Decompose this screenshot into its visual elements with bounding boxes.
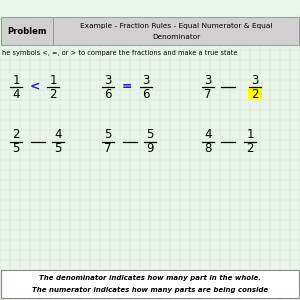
- Text: 8: 8: [204, 142, 212, 155]
- Text: 3: 3: [251, 74, 259, 86]
- Text: 5: 5: [104, 128, 112, 142]
- Text: Denominator: Denominator: [152, 34, 200, 40]
- Text: Example - Fraction Rules - Equal Numerator & Equal: Example - Fraction Rules - Equal Numerat…: [80, 23, 272, 29]
- FancyBboxPatch shape: [1, 17, 53, 45]
- Text: Problem: Problem: [7, 26, 47, 35]
- Text: 2: 2: [251, 88, 259, 100]
- Text: 6: 6: [104, 88, 112, 100]
- Text: 2: 2: [246, 142, 254, 155]
- FancyBboxPatch shape: [53, 17, 299, 45]
- Text: 2: 2: [49, 88, 57, 100]
- FancyBboxPatch shape: [1, 270, 299, 298]
- Text: he symbols <, =, or > to compare the fractions and make a true state: he symbols <, =, or > to compare the fra…: [2, 50, 238, 56]
- Text: The numerator indicates how many parts are being conside: The numerator indicates how many parts a…: [32, 287, 268, 293]
- Text: 5: 5: [54, 142, 62, 155]
- Text: 9: 9: [146, 142, 154, 155]
- Text: 3: 3: [204, 74, 212, 86]
- Text: 7: 7: [204, 88, 212, 100]
- Text: 5: 5: [12, 142, 20, 155]
- Text: 3: 3: [142, 74, 150, 86]
- Text: 3: 3: [104, 74, 112, 86]
- FancyBboxPatch shape: [248, 88, 262, 99]
- Text: =: =: [122, 80, 132, 94]
- Text: 1: 1: [12, 74, 20, 86]
- Text: The denominator indicates how many part in the whole.: The denominator indicates how many part …: [39, 275, 261, 281]
- Text: <: <: [30, 80, 40, 94]
- Text: 4: 4: [54, 128, 62, 142]
- Text: 1: 1: [49, 74, 57, 86]
- Text: 4: 4: [12, 88, 20, 100]
- Text: 5: 5: [146, 128, 154, 142]
- Text: 2: 2: [12, 128, 20, 142]
- Text: 4: 4: [204, 128, 212, 142]
- Text: 6: 6: [142, 88, 150, 100]
- FancyBboxPatch shape: [0, 0, 300, 15]
- Text: 7: 7: [104, 142, 112, 155]
- Text: 1: 1: [246, 128, 254, 142]
